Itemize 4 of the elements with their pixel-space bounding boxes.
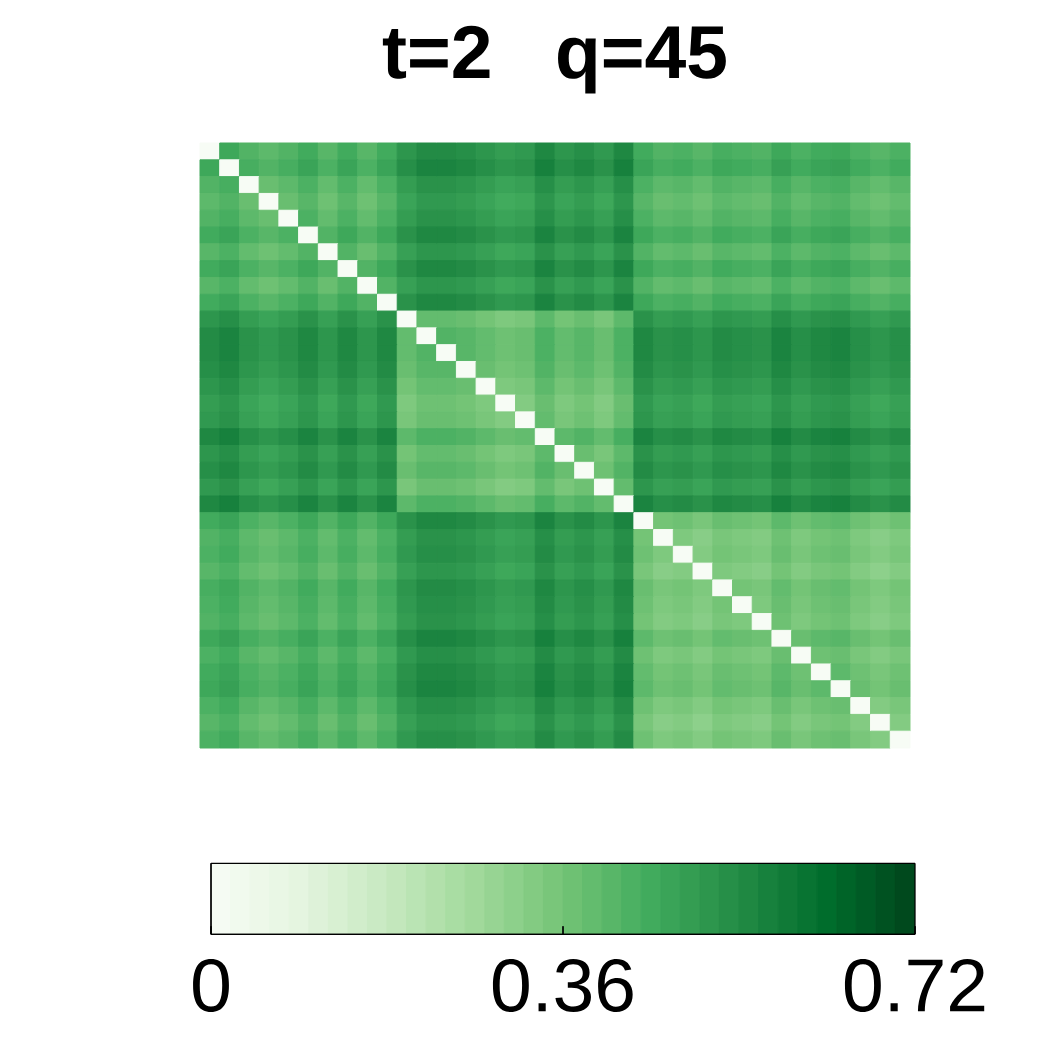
color-bar-label: 0.72 — [844, 958, 985, 1012]
chart-title: t=2 q=45 — [382, 25, 726, 94]
color-bar-label: 0 — [193, 958, 229, 1012]
color-bar-label: 0.36 — [492, 958, 633, 1012]
